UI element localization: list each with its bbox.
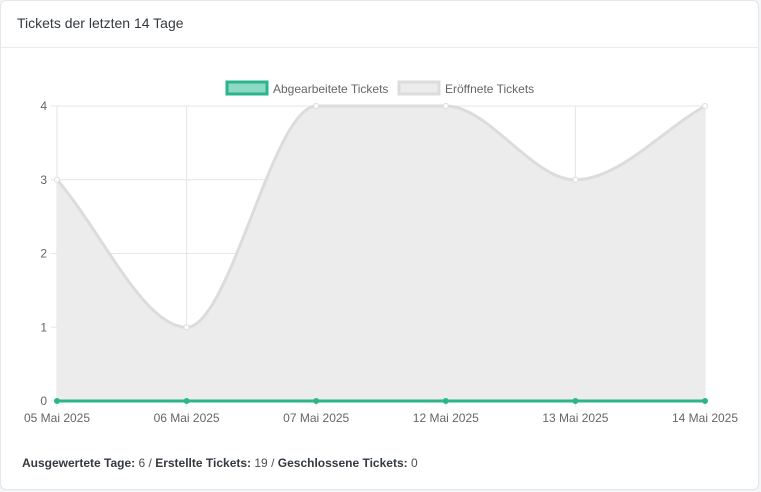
y-tick-label-4: 4 — [40, 99, 47, 113]
data-point-s0-5 — [702, 398, 708, 404]
summary-footer: Ausgewertete Tage: 6 / Erstellte Tickets… — [22, 456, 418, 470]
data-point-s1-2 — [313, 103, 320, 109]
x-axis-ticks: 05 Mai 2025 06 Mai 2025 07 Mai 2025 12 Mai … — [24, 411, 738, 425]
closed-label: Geschlossene Tickets: — [277, 456, 408, 470]
created-value: 19 — [254, 456, 268, 470]
y-axis-ticks: 0 1 2 3 4 — [40, 99, 47, 408]
x-tick-label-3: 12 Mai 2025 — [413, 411, 479, 425]
legend-label-0: Abgearbeitete Tickets — [273, 82, 388, 96]
data-point-s0-2 — [313, 398, 320, 404]
x-tick-label-5: 14 Mai 2025 — [672, 411, 738, 425]
chart-legend: Abgearbeitete Tickets Eröffnete Tickets — [225, 80, 534, 96]
data-point-s0-4 — [572, 398, 579, 404]
data-point-s1-3 — [442, 103, 449, 109]
line-chart-svg: 0 1 2 3 4 05 Mai 2025 06 Mai 2025 07 Mai 2025 1… — [24, 80, 738, 425]
days-label: Ausgewertete Tage: — [22, 456, 136, 470]
y-tick-label-0: 0 — [40, 394, 47, 408]
series-areas — [57, 106, 705, 401]
data-point-s0-0 — [54, 398, 60, 404]
x-tick-label-4: 13 Mai 2025 — [542, 411, 608, 425]
days-value: 6 — [138, 456, 146, 470]
y-tick-label-2: 2 — [40, 247, 47, 261]
data-point-s1-5 — [702, 103, 708, 109]
y-tick-label-3: 3 — [40, 173, 47, 187]
legend-label-1: Eröffnete Tickets — [445, 82, 534, 96]
closed-value: 0 — [410, 456, 418, 470]
x-tick-label-0: 05 Mai 2025 — [24, 411, 90, 425]
tickets-chart: 0 1 2 3 4 05 Mai 2025 06 Mai 2025 07 Mai 2025 1… — [1, 49, 760, 439]
data-point-s1-1 — [183, 324, 190, 331]
card-title: Tickets der letzten 14 Tage — [1, 1, 758, 48]
x-tick-label-2: 07 Mai 2025 — [283, 411, 349, 425]
series-area-1 — [57, 106, 705, 401]
separator-1: / — [148, 456, 152, 470]
series-lines — [55, 104, 706, 403]
data-point-s1-4 — [572, 176, 579, 183]
series-points — [54, 103, 708, 404]
separator-2: / — [271, 456, 275, 470]
data-point-s0-1 — [183, 398, 190, 404]
created-label: Erstellte Tickets: — [155, 456, 252, 470]
x-tick-label-1: 06 Mai 2025 — [154, 411, 220, 425]
legend-swatch-0 — [225, 80, 269, 96]
data-point-s1-0 — [54, 176, 60, 183]
series-line-1 — [55, 104, 706, 329]
data-point-s0-3 — [442, 398, 449, 404]
legend-swatch-1 — [397, 80, 441, 96]
y-tick-label-1: 1 — [40, 320, 47, 334]
